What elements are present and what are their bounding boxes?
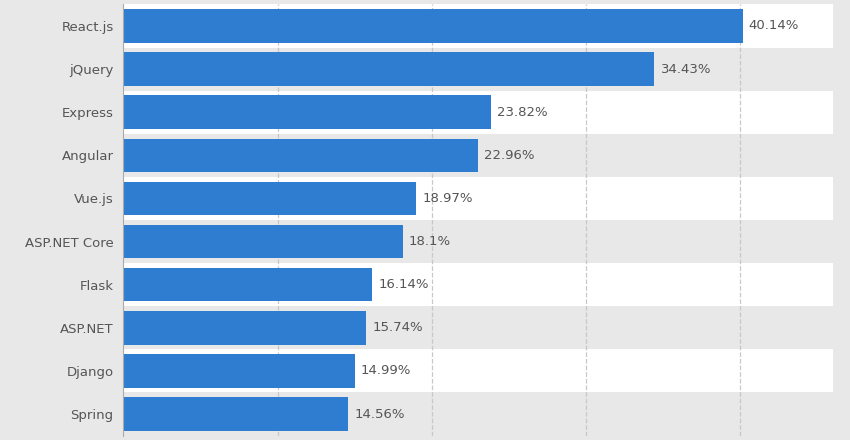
Bar — [123, 4, 833, 48]
Text: 16.14%: 16.14% — [378, 278, 429, 291]
Bar — [123, 91, 833, 134]
Bar — [123, 397, 348, 431]
Bar — [123, 95, 490, 129]
Text: 14.56%: 14.56% — [354, 407, 405, 421]
Bar — [123, 349, 833, 392]
Text: 14.99%: 14.99% — [360, 364, 411, 378]
Bar — [123, 354, 354, 388]
Bar — [123, 177, 833, 220]
Bar — [123, 225, 403, 258]
Text: 15.74%: 15.74% — [372, 321, 423, 334]
Text: 23.82%: 23.82% — [497, 106, 547, 119]
Bar — [123, 268, 372, 301]
Bar — [123, 306, 833, 349]
Text: 40.14%: 40.14% — [749, 19, 799, 33]
Text: 18.1%: 18.1% — [409, 235, 450, 248]
Text: 18.97%: 18.97% — [422, 192, 473, 205]
Bar — [123, 9, 743, 43]
Bar — [123, 311, 366, 345]
Bar — [123, 48, 833, 91]
Bar — [123, 139, 478, 172]
Bar — [123, 220, 833, 263]
Bar — [123, 134, 833, 177]
Bar — [123, 392, 833, 436]
Bar — [123, 52, 654, 86]
Text: 22.96%: 22.96% — [484, 149, 534, 162]
Bar — [123, 182, 416, 215]
Bar — [123, 263, 833, 306]
Text: 34.43%: 34.43% — [660, 62, 711, 76]
